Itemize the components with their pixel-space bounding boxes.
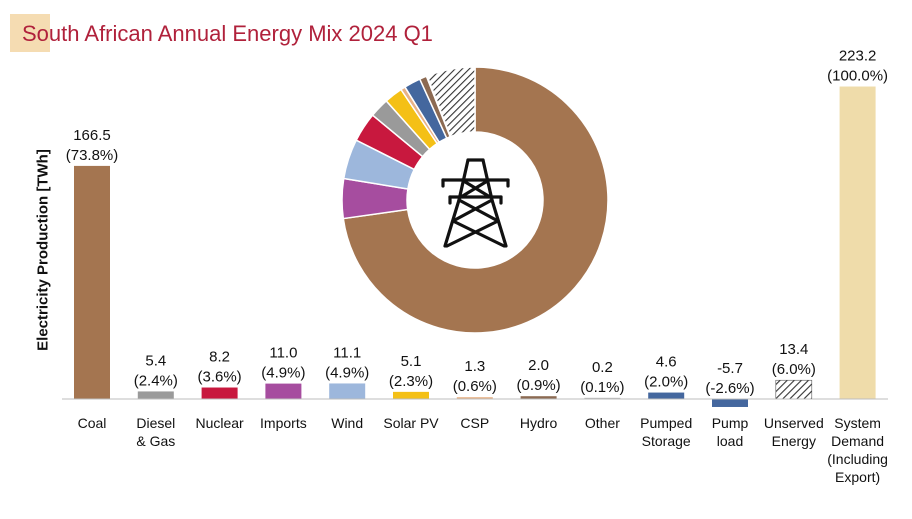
bars-layer: 166.5 (73.8%) Coal 5.4 (2.4%) Diesel & Gas 8.2 (… bbox=[66, 48, 888, 485]
chart-title: South African Annual Energy Mix 2024 Q1 bbox=[22, 21, 433, 46]
category-label-hydro: Hydro bbox=[520, 415, 558, 431]
value-label-solar-pv: 5.1 bbox=[401, 353, 422, 370]
value-label-other: 0.2 bbox=[592, 359, 613, 376]
value-label-nuclear: 8.2 bbox=[209, 349, 230, 366]
category-label-system-demand-including-export-2: Demand bbox=[831, 433, 884, 449]
category-label-imports: Imports bbox=[260, 415, 307, 431]
bar-hydro bbox=[520, 396, 557, 399]
percent-label-imports: (4.9%) bbox=[261, 365, 305, 382]
percent-label-unserved-energy: (6.0%) bbox=[772, 361, 816, 378]
percent-label-pumped-storage: (2.0%) bbox=[644, 374, 688, 391]
value-label-unserved-energy: 13.4 bbox=[779, 341, 808, 358]
bar-coal bbox=[74, 165, 110, 399]
category-label-wind: Wind bbox=[331, 415, 363, 431]
bar-imports bbox=[265, 383, 302, 399]
value-label-pump-load: -5.7 bbox=[717, 360, 743, 377]
value-label-coal: 166.5 bbox=[73, 127, 111, 144]
donut-chart bbox=[341, 66, 609, 334]
percent-label-other: (0.1%) bbox=[580, 379, 624, 396]
bar-unserved-energy bbox=[775, 379, 813, 400]
category-label-diesel-gas: Diesel bbox=[136, 415, 175, 431]
value-label-csp: 1.3 bbox=[464, 358, 485, 375]
category-label-pumped-storage: Pumped bbox=[640, 415, 692, 431]
percent-label-coal: (73.8%) bbox=[66, 147, 119, 164]
bar-pumped-storage bbox=[648, 392, 685, 399]
title-highlight bbox=[10, 14, 50, 52]
bar-wind bbox=[329, 383, 366, 399]
value-label-system-demand-including-export: 223.2 bbox=[839, 48, 877, 65]
category-label-other: Other bbox=[585, 415, 620, 431]
bar-diesel-gas bbox=[137, 391, 174, 399]
donut-slice-coal bbox=[342, 66, 609, 334]
bar-csp bbox=[456, 397, 493, 399]
percent-label-csp: (0.6%) bbox=[453, 378, 497, 395]
category-label-coal: Coal bbox=[78, 415, 107, 431]
value-label-imports: 11.0 bbox=[269, 345, 297, 362]
category-label-system-demand-including-export: System bbox=[834, 415, 881, 431]
percent-label-diesel-gas: (2.4%) bbox=[134, 372, 178, 389]
percent-label-solar-pv: (2.3%) bbox=[389, 373, 433, 390]
percent-label-system-demand-including-export: (100.0%) bbox=[827, 68, 888, 85]
category-label-pump-load-2: load bbox=[717, 433, 743, 449]
percent-label-pump-load: (-2.6%) bbox=[705, 380, 754, 397]
value-label-wind: 11.1 bbox=[333, 344, 361, 361]
category-label-system-demand-including-export-4: Export) bbox=[835, 469, 880, 485]
bar-other bbox=[584, 397, 621, 399]
bar-system-demand-including-export bbox=[839, 86, 876, 400]
category-label-csp: CSP bbox=[460, 415, 489, 431]
donut-slice-unserved-energy bbox=[426, 66, 476, 138]
category-label-pumped-storage-2: Storage bbox=[642, 433, 691, 449]
value-label-hydro: 2.0 bbox=[528, 357, 549, 374]
value-label-diesel-gas: 5.4 bbox=[145, 352, 166, 369]
category-label-solar-pv: Solar PV bbox=[383, 415, 439, 431]
transmission-tower-icon bbox=[441, 158, 510, 248]
percent-label-wind: (4.9%) bbox=[325, 364, 369, 381]
percent-label-hydro: (0.9%) bbox=[517, 377, 561, 394]
category-label-unserved-energy: Unserved bbox=[764, 415, 824, 431]
value-label-pumped-storage: 4.6 bbox=[656, 354, 677, 371]
bar-pump-load bbox=[712, 399, 748, 407]
bar-nuclear bbox=[201, 387, 238, 399]
category-label-unserved-energy-2: Energy bbox=[772, 433, 816, 449]
category-label-pump-load: Pump bbox=[712, 415, 749, 431]
bar-solar-pv bbox=[393, 391, 429, 399]
category-label-nuclear: Nuclear bbox=[195, 415, 244, 431]
percent-label-nuclear: (3.6%) bbox=[198, 369, 242, 386]
category-label-system-demand-including-export-3: (Including bbox=[827, 451, 888, 467]
category-label-diesel-gas-2: & Gas bbox=[136, 433, 175, 449]
